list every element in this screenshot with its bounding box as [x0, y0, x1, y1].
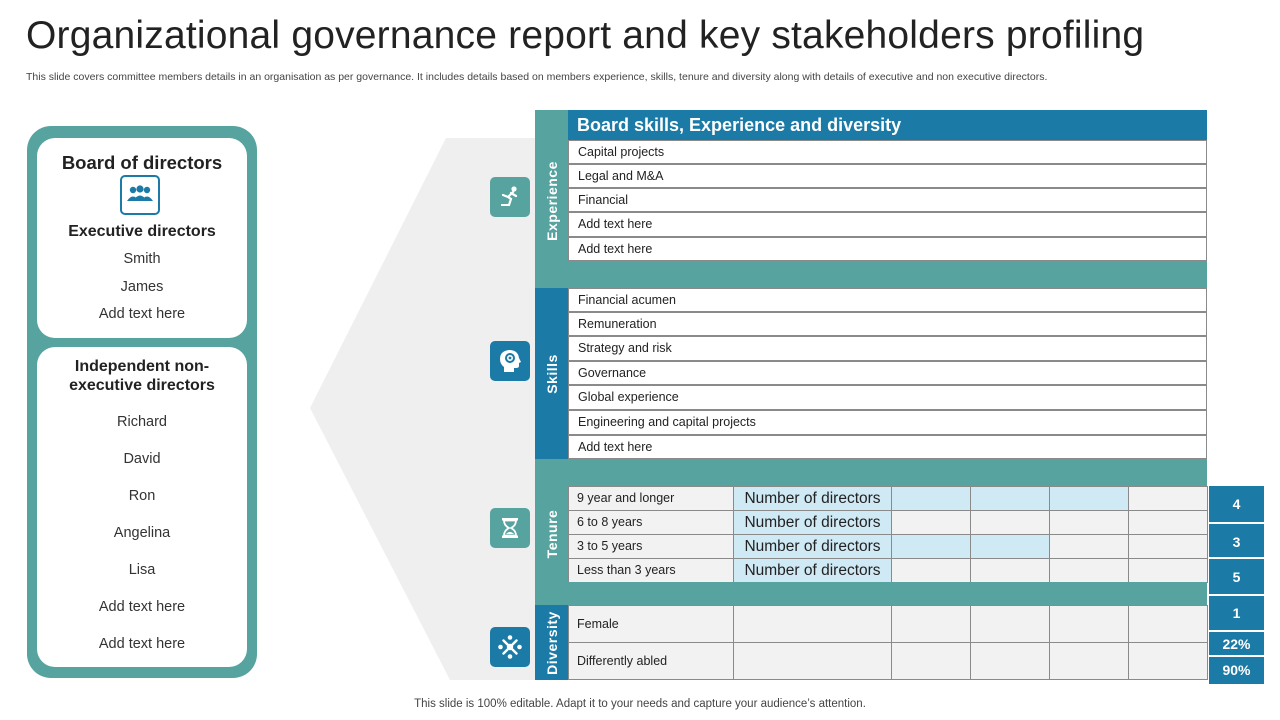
diversity-cell [891, 605, 971, 643]
tenure-value-cell: Number of directors [733, 510, 892, 535]
tenure-empty-cell [1049, 558, 1129, 583]
footer-note: This slide is 100% editable. Adapt it to… [414, 698, 866, 710]
page-title: Organizational governance report and key… [26, 14, 1145, 57]
score-divider [1209, 557, 1264, 559]
independent-director-name: Ron [128, 488, 156, 504]
diversity-cell [970, 642, 1050, 680]
tenure-filled-cell [970, 534, 1050, 559]
score-box: 1 [1209, 596, 1264, 631]
experience-band: Experience [535, 140, 568, 261]
executive-director-name: Smith [123, 251, 161, 267]
experience-row: Add text here [568, 212, 1207, 237]
score-divider [1209, 522, 1264, 524]
independent-director-name: Add text here [98, 636, 186, 652]
tenure-row-label: Less than 3 years [568, 558, 734, 583]
independent-director-name: Lisa [128, 562, 156, 578]
skills-row: Strategy and risk [568, 336, 1207, 361]
tenure-band: Tenure [535, 486, 568, 582]
hourglass-icon [490, 508, 530, 548]
experience-row: Add text here [568, 237, 1207, 261]
diversity-cell [970, 605, 1050, 643]
skills-row: Engineering and capital projects [568, 410, 1207, 435]
diversity-cell [1128, 605, 1208, 643]
score-box: 22% [1209, 632, 1264, 656]
independent-card: Independent non-executive directors Rich… [37, 347, 247, 667]
tenure-value-cell: Number of directors [733, 486, 892, 511]
skills-row: Remuneration [568, 312, 1207, 336]
diversity-cell [1128, 642, 1208, 680]
tenure-row-label: 6 to 8 years [568, 510, 734, 535]
section-separator [535, 459, 1207, 486]
tenure-filled-cell [891, 534, 971, 559]
tenure-empty-cell [970, 558, 1050, 583]
board-title: Board of directors [61, 152, 223, 173]
executive-directors-title: Executive directors [68, 223, 216, 240]
tenure-filled-cell [891, 486, 971, 511]
diversity-cell [1049, 605, 1129, 643]
score-box: 4 [1209, 486, 1264, 523]
tenure-empty-cell [1049, 534, 1129, 559]
people-group-icon [120, 175, 160, 215]
diversity-cell [891, 642, 971, 680]
skills-row: Add text here [568, 435, 1207, 459]
tenure-empty-cell [1128, 510, 1208, 535]
skills-row: Global experience [568, 385, 1207, 410]
funnel-connector [310, 138, 538, 680]
tenure-empty-cell [1049, 510, 1129, 535]
executive-director-name: Add text here [98, 306, 186, 322]
section-separator [535, 261, 1207, 288]
board-panel: Board of directors Executive directors S… [27, 126, 257, 678]
tenure-value-cell: Number of directors [733, 534, 892, 559]
tenure-empty-cell [1128, 486, 1208, 511]
climbing-figure-icon [490, 177, 530, 217]
diversity-row-label: Differently abled [568, 642, 734, 680]
tenure-row-label: 9 year and longer [568, 486, 734, 511]
independent-directors-title: Independent non-executive directors [69, 358, 215, 394]
score-divider [1209, 594, 1264, 596]
diversity-cell [733, 642, 892, 680]
experience-row: Financial [568, 188, 1207, 212]
head-gear-icon [490, 341, 530, 381]
score-box: 5 [1209, 559, 1264, 595]
section-separator [535, 582, 1207, 605]
score-divider [1209, 655, 1264, 657]
diversity-band: Diversity [535, 605, 568, 680]
diversity-row-label: Female [568, 605, 734, 643]
tenure-empty-cell [970, 510, 1050, 535]
score-divider [1209, 630, 1264, 632]
executive-card: Board of directors Executive directors S… [37, 138, 247, 338]
executive-director-name: James [120, 279, 164, 295]
tenure-empty-cell [1128, 558, 1208, 583]
score-box: 3 [1209, 524, 1264, 561]
independent-director-name: Add text here [98, 599, 186, 615]
score-box: 90% [1209, 657, 1264, 684]
tenure-empty-cell [891, 558, 971, 583]
skills-row: Financial acumen [568, 288, 1207, 312]
skills-row: Governance [568, 361, 1207, 385]
matrix-header: Board skills, Experience and diversity [568, 110, 1207, 140]
tenure-filled-cell [1049, 486, 1129, 511]
independent-director-name: Richard [117, 414, 167, 430]
diversity-cell [733, 605, 892, 643]
tenure-value-cell: Number of directors [733, 558, 892, 583]
tenure-row-label: 3 to 5 years [568, 534, 734, 559]
independent-director-name: David [123, 451, 161, 467]
experience-row: Capital projects [568, 140, 1207, 164]
header-band [535, 110, 568, 140]
people-circle-icon [490, 627, 530, 667]
page-subtitle: This slide covers committee members deta… [26, 71, 1048, 83]
diversity-cell [1049, 642, 1129, 680]
independent-director-name: Angelina [113, 525, 171, 541]
tenure-empty-cell [1128, 534, 1208, 559]
tenure-empty-cell [891, 510, 971, 535]
experience-row: Legal and M&A [568, 164, 1207, 188]
skills-band: Skills [535, 288, 568, 459]
tenure-filled-cell [970, 486, 1050, 511]
